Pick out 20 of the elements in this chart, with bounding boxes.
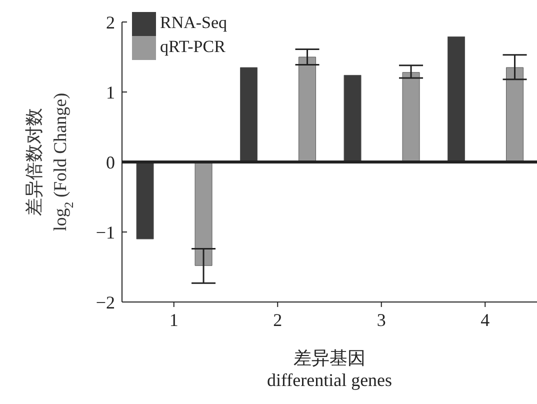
- bar: [402, 72, 420, 162]
- bar: [448, 36, 466, 162]
- y-tick-label: −1: [96, 222, 115, 242]
- bar: [194, 162, 212, 266]
- y-tick-label: 2: [106, 12, 115, 32]
- x-axis-title: 差异基因 differential genes: [266, 348, 392, 390]
- bar: [506, 67, 524, 162]
- bar: [136, 162, 154, 240]
- legend-label: RNA-Seq: [160, 12, 228, 32]
- y-tick-label: 0: [106, 152, 115, 172]
- legend-label: qRT-PCR: [160, 36, 226, 56]
- x-tick-label: 3: [376, 310, 386, 330]
- bar: [344, 74, 362, 162]
- bar: [298, 56, 316, 162]
- x-tick-label: 4: [480, 310, 490, 330]
- x-tick-label: 2: [273, 310, 282, 330]
- y-tick-label: −2: [96, 292, 115, 312]
- bar: [240, 67, 258, 162]
- y-tick-label: 1: [106, 82, 115, 102]
- x-tick-label: 1: [169, 310, 178, 330]
